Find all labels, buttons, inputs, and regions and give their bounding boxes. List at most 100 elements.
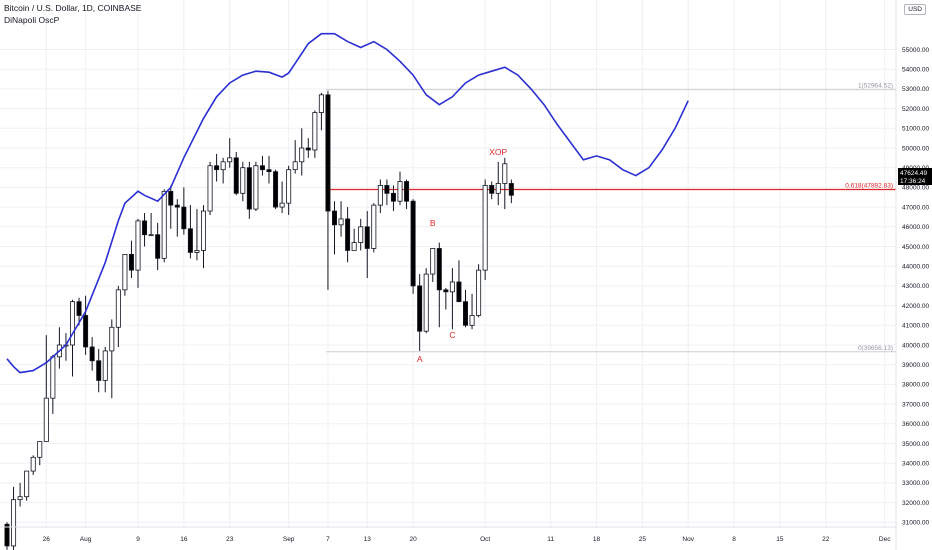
candle-body xyxy=(155,234,161,259)
candle-body xyxy=(417,285,423,332)
candle xyxy=(43,335,49,442)
candle-body xyxy=(279,202,285,208)
candle-body xyxy=(187,228,193,253)
candle xyxy=(476,264,482,318)
candle-body xyxy=(142,220,148,236)
candle-body xyxy=(331,210,337,226)
candle xyxy=(200,205,206,269)
candle-body xyxy=(377,185,383,206)
price-tick-label: 55000.00 xyxy=(902,47,929,54)
candle-body xyxy=(364,226,370,249)
time-axis[interactable]: 26 Aug 9 16 23 Sep 7 13 20 Oct 11 18 25 Nov 8 15 22 Dec xyxy=(43,536,892,543)
candle xyxy=(430,248,436,282)
price-tick-label: 40000.00 xyxy=(902,342,929,349)
price-tick-label: 43000.00 xyxy=(902,283,929,290)
candle xyxy=(89,337,95,371)
candle xyxy=(135,218,141,288)
candle-body xyxy=(227,157,233,163)
candle xyxy=(449,268,455,330)
price-tick-label: 45000.00 xyxy=(902,244,929,251)
candle xyxy=(469,293,475,330)
candle xyxy=(174,199,180,237)
candle-body xyxy=(11,499,17,547)
candle-body xyxy=(24,470,30,498)
candle xyxy=(325,90,331,290)
candle-body xyxy=(436,248,442,291)
candle xyxy=(312,110,318,158)
price-tick-label: 33000.00 xyxy=(902,480,929,487)
time-tick-label: 25 xyxy=(639,536,647,543)
time-tick-label: Sep xyxy=(283,536,295,543)
candle xyxy=(109,319,115,399)
candle-body xyxy=(83,315,89,348)
candle xyxy=(214,153,220,182)
candle-body xyxy=(115,289,121,328)
candle xyxy=(292,140,298,174)
price-tick-label: 31000.00 xyxy=(902,520,929,527)
candle-body xyxy=(148,234,154,237)
time-tick-label: 11 xyxy=(547,536,554,543)
candle xyxy=(273,169,279,210)
candle xyxy=(24,470,30,501)
price-axis[interactable]: 31000.00 32000.00 33000.00 34000.00 35000.00… xyxy=(902,47,929,527)
candle xyxy=(462,289,468,328)
candle-countdown: 17:36:24 xyxy=(900,178,926,185)
price-tick-label: 46000.00 xyxy=(902,224,929,231)
candle-body xyxy=(102,350,108,381)
candle-body xyxy=(462,301,468,326)
candle xyxy=(456,260,462,303)
candle-body xyxy=(469,315,475,326)
candle-body xyxy=(397,181,403,202)
candle-body xyxy=(325,94,331,212)
candle-body xyxy=(174,204,180,208)
candle-body xyxy=(168,190,174,206)
candle xyxy=(358,218,364,251)
candle-body xyxy=(259,165,265,171)
candle-body xyxy=(240,167,246,194)
candle-body xyxy=(253,165,259,210)
candle xyxy=(233,151,239,196)
candle-body xyxy=(299,147,305,163)
candle-body xyxy=(423,273,429,332)
candle-body xyxy=(384,185,390,194)
candle-body xyxy=(17,496,23,501)
price-tick-label: 39000.00 xyxy=(902,362,929,369)
candle xyxy=(397,171,403,206)
candle-body xyxy=(194,250,200,253)
time-tick-label: 8 xyxy=(732,536,736,543)
symbol-title[interactable]: Bitcoin / U.S. Dollar, 1D, COINBASE xyxy=(4,3,142,13)
candle xyxy=(128,240,134,279)
pattern-label-a: A xyxy=(417,354,423,364)
candle xyxy=(240,161,246,202)
candle xyxy=(115,285,121,347)
current-price-badge-bg xyxy=(898,168,932,185)
pattern-label-c: C xyxy=(449,330,455,340)
candle xyxy=(148,213,154,237)
candle-body xyxy=(443,289,449,293)
candle-body xyxy=(96,360,102,381)
candle xyxy=(142,213,148,247)
price-tick-label: 51000.00 xyxy=(902,126,929,133)
candle-body xyxy=(318,94,324,113)
pattern-label-xop: XOP xyxy=(489,147,507,157)
currency-button[interactable]: USD xyxy=(904,4,926,15)
candle xyxy=(161,189,167,263)
candle-body xyxy=(351,242,357,251)
price-tick-label: 41000.00 xyxy=(902,323,929,330)
candle xyxy=(76,297,82,326)
time-tick-label: 7 xyxy=(326,536,330,543)
candle xyxy=(83,295,89,355)
time-tick-label: Oct xyxy=(480,536,490,543)
candle-body xyxy=(200,210,206,251)
fib-levels: 1(52964.52) 0.618(47892.83) 0(39656.13) xyxy=(325,83,896,353)
candle-body xyxy=(305,147,311,151)
price-tick-label: 42000.00 xyxy=(902,303,929,310)
time-tick-label: Aug xyxy=(80,536,92,543)
candle-body xyxy=(495,183,501,194)
price-tick-label: 52000.00 xyxy=(902,106,929,113)
candle-body xyxy=(128,253,134,271)
candle-body xyxy=(502,163,508,184)
indicator-title[interactable]: DiNapoli OscP xyxy=(4,15,60,25)
candle xyxy=(495,161,501,206)
